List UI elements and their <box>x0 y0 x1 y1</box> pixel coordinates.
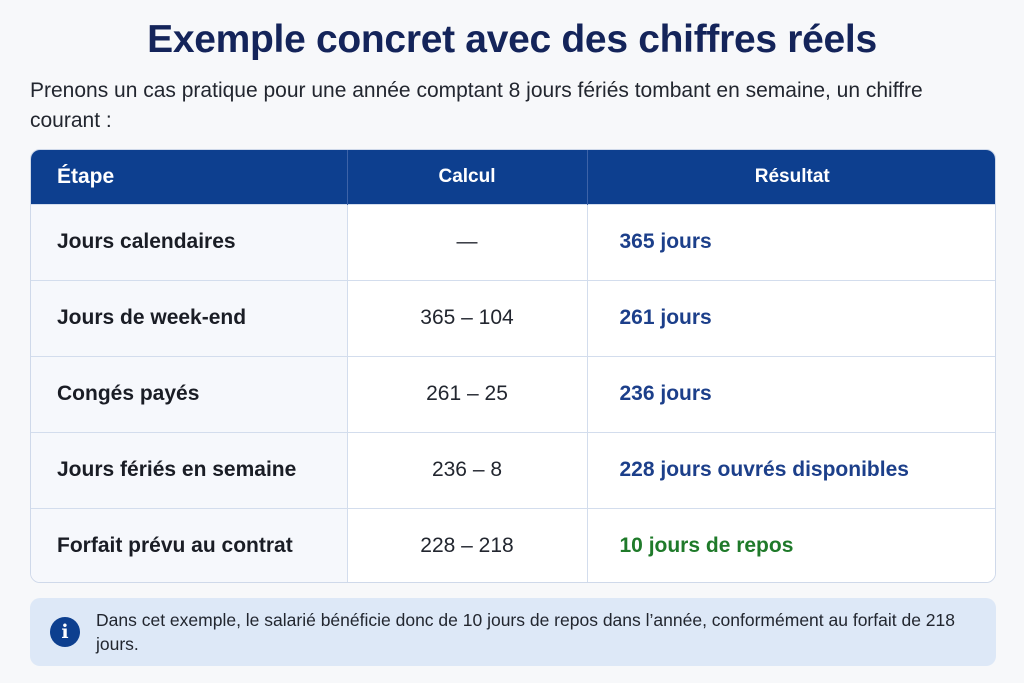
row-calc: 365 – 104 <box>347 279 588 356</box>
row-result: 261 jours <box>587 279 995 356</box>
page-title: Exemple concret avec des chiffres réels <box>147 18 877 61</box>
row-result: 236 jours <box>587 355 995 432</box>
row-calc: 228 – 218 <box>347 507 588 582</box>
row-result-highlight: 10 jours de repos <box>587 507 995 582</box>
info-note: i Dans cet exemple, le salarié bénéficie… <box>30 598 996 666</box>
header-calc: Calcul <box>347 150 588 204</box>
table-row: Jours fériés en semaine 236 – 8 228 jour… <box>31 431 995 508</box>
table-header-row: Étape Calcul Résultat <box>31 150 995 204</box>
intro-text: Prenons un cas pratique pour une année c… <box>30 79 923 132</box>
row-step: Congés payés <box>31 355 348 432</box>
info-note-text: Dans cet exemple, le salarié bénéficie d… <box>96 610 955 654</box>
row-step: Jours fériés en semaine <box>31 431 348 508</box>
calculation-table: Étape Calcul Résultat Jours calendaires … <box>30 149 996 583</box>
table-row: Forfait prévu au contrat 228 – 218 10 jo… <box>31 507 995 582</box>
table-row: Jours calendaires — 365 jours <box>31 203 995 280</box>
header-result: Résultat <box>754 165 830 187</box>
row-step: Forfait prévu au contrat <box>31 507 348 582</box>
row-calc: 261 – 25 <box>347 355 588 432</box>
row-step: Jours de week-end <box>31 279 348 356</box>
info-icon: i <box>50 617 80 647</box>
row-step: Jours calendaires <box>31 203 348 280</box>
header-step: Étape <box>31 150 348 204</box>
table-row: Congés payés 261 – 25 236 jours <box>31 355 995 432</box>
row-result: 228 jours ouvrés disponibles <box>587 431 995 508</box>
table-row: Jours de week-end 365 – 104 261 jours <box>31 279 995 356</box>
row-calc: 236 – 8 <box>347 431 588 508</box>
row-result: 365 jours <box>587 203 995 280</box>
row-calc: — <box>347 203 588 280</box>
